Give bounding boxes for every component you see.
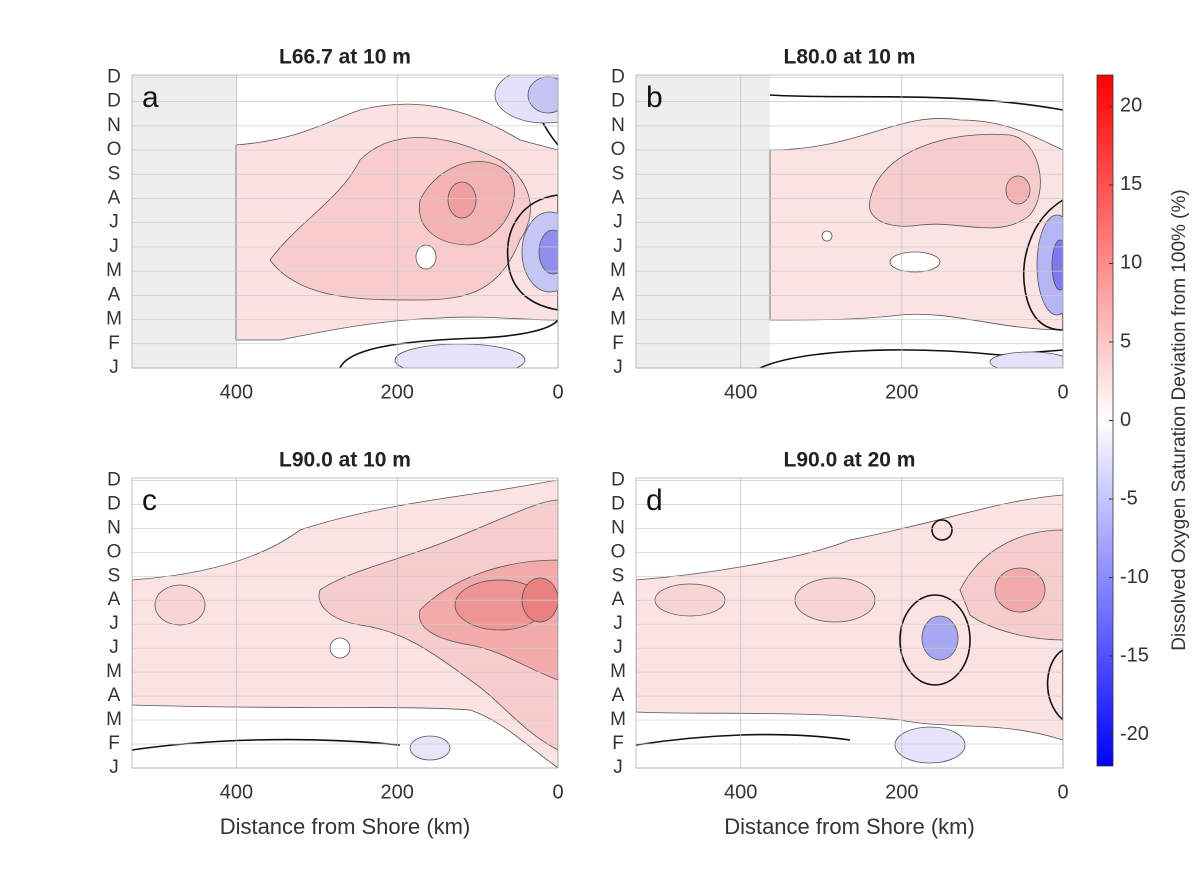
plot-frame xyxy=(635,477,1064,769)
colorbar-tick-label: -20 xyxy=(1120,723,1149,745)
y-tick-label: N xyxy=(611,517,625,538)
y-tick-label: S xyxy=(612,565,625,586)
y-tick-label: A xyxy=(108,284,121,305)
colorbar-tick-label: 5 xyxy=(1120,330,1131,352)
y-tick-label: D xyxy=(611,91,625,112)
y-tick-label: N xyxy=(107,517,121,538)
y-tick-label: J xyxy=(109,613,119,634)
y-tick-label: O xyxy=(611,541,626,562)
y-tick-label: M xyxy=(610,260,626,281)
y-tick-label: J xyxy=(613,637,623,658)
plot-frame xyxy=(635,74,1064,369)
x-tick-label: 200 xyxy=(381,381,414,403)
x-tick-label: 0 xyxy=(1057,381,1068,403)
y-tick-label: A xyxy=(108,685,121,706)
y-tick-label: F xyxy=(108,333,120,354)
y-tick-label: A xyxy=(612,685,625,706)
y-tick-label: O xyxy=(107,139,122,160)
y-tick-label: M xyxy=(610,709,626,730)
colorbar-tick-label: 20 xyxy=(1120,95,1142,117)
panel-label: c xyxy=(142,484,157,517)
y-tick-label: J xyxy=(613,236,623,257)
contour-field xyxy=(636,75,1063,368)
x-tick-label: 200 xyxy=(381,781,414,803)
contour-field xyxy=(132,75,558,368)
x-tick-label: 400 xyxy=(220,381,253,403)
y-tick-label: J xyxy=(613,212,623,233)
x-tick-label: 400 xyxy=(220,781,253,803)
y-tick-label: D xyxy=(107,469,121,490)
panel-title: L90.0 at 10 m xyxy=(279,449,411,472)
colorbar-label: Dissolved Oxygen Saturation Deviation fr… xyxy=(1169,189,1190,650)
x-tick-label: 400 xyxy=(724,381,757,403)
panel-title: L90.0 at 20 m xyxy=(784,449,916,472)
y-tick-label: D xyxy=(611,493,625,514)
colorbar-tick-label: -10 xyxy=(1120,566,1149,588)
y-tick-label: S xyxy=(108,163,121,184)
colorbar-tick-label: -15 xyxy=(1120,644,1149,666)
x-tick-label: 0 xyxy=(552,381,563,403)
panel-title: L80.0 at 10 m xyxy=(784,46,916,69)
y-tick-label: M xyxy=(610,661,626,682)
colorbar-tick-label: -5 xyxy=(1120,487,1138,509)
y-tick-label: A xyxy=(612,589,625,610)
y-tick-label: N xyxy=(107,115,121,136)
colorbar-tick-label: 15 xyxy=(1120,173,1142,195)
y-tick-label: O xyxy=(107,541,122,562)
y-tick-label: F xyxy=(612,333,624,354)
y-tick-label: M xyxy=(106,309,122,330)
y-tick-label: J xyxy=(613,757,623,778)
y-tick-label: M xyxy=(610,309,626,330)
y-tick-label: A xyxy=(108,589,121,610)
y-tick-label: F xyxy=(108,733,120,754)
y-tick-label: F xyxy=(612,733,624,754)
panel-label: d xyxy=(646,484,663,517)
y-tick-label: J xyxy=(109,236,119,257)
panel-label: a xyxy=(142,81,159,114)
x-axis-label: Distance from Shore (km) xyxy=(724,814,975,839)
y-tick-label: D xyxy=(611,66,625,87)
y-tick-label: J xyxy=(109,757,119,778)
y-tick-label: D xyxy=(107,66,121,87)
x-tick-label: 200 xyxy=(885,781,918,803)
y-tick-label: M xyxy=(106,260,122,281)
y-tick-label: A xyxy=(612,188,625,209)
y-tick-label: D xyxy=(107,493,121,514)
plot-frame xyxy=(131,477,559,769)
y-tick-label: J xyxy=(109,637,119,658)
y-tick-label: M xyxy=(106,709,122,730)
colorbar-tick-label: 0 xyxy=(1120,409,1131,431)
y-tick-label: A xyxy=(108,188,121,209)
y-tick-label: J xyxy=(109,212,119,233)
y-tick-label: J xyxy=(109,357,119,378)
x-tick-label: 0 xyxy=(1057,781,1068,803)
colorbar-tick-label: 10 xyxy=(1120,252,1142,274)
x-tick-label: 400 xyxy=(724,781,757,803)
y-tick-label: S xyxy=(612,163,625,184)
y-tick-label: S xyxy=(108,565,121,586)
x-tick-label: 200 xyxy=(885,381,918,403)
y-tick-label: A xyxy=(612,284,625,305)
contour-field xyxy=(636,494,1063,764)
y-tick-label: M xyxy=(106,661,122,682)
plot-frame xyxy=(131,74,559,369)
y-tick-label: O xyxy=(611,139,626,160)
y-tick-label: N xyxy=(611,115,625,136)
y-tick-label: D xyxy=(107,91,121,112)
y-tick-label: D xyxy=(611,469,625,490)
x-axis-label: Distance from Shore (km) xyxy=(220,814,471,839)
x-tick-label: 0 xyxy=(552,781,563,803)
y-tick-label: J xyxy=(613,613,623,634)
panel-label: b xyxy=(646,81,663,114)
y-tick-label: J xyxy=(613,357,623,378)
panel-title: L66.7 at 10 m xyxy=(279,46,411,69)
